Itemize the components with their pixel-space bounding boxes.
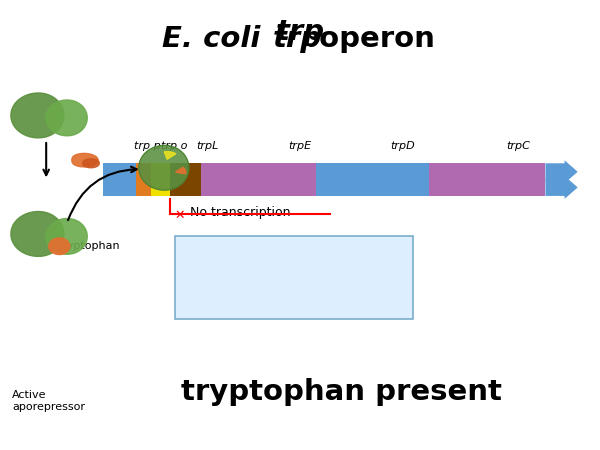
Bar — [429, 163, 545, 180]
Text: trpL: trpL — [196, 141, 218, 151]
Bar — [201, 179, 316, 196]
Bar — [170, 179, 201, 196]
Text: Tryptophan–aporepressor
complex binds to the operator
and represses transcriptio: Tryptophan–aporepressor complex binds to… — [185, 244, 364, 291]
Bar — [319, 163, 426, 180]
Bar — [103, 163, 136, 180]
Bar — [426, 163, 429, 180]
Polygon shape — [164, 152, 176, 159]
FancyArrow shape — [545, 176, 578, 199]
Text: trp: trp — [275, 18, 325, 46]
Bar — [136, 163, 151, 180]
Text: operon: operon — [309, 25, 435, 53]
Bar — [136, 179, 151, 196]
Text: trp: trp — [273, 25, 322, 53]
Polygon shape — [11, 212, 64, 256]
Bar — [429, 179, 545, 196]
Text: ✕: ✕ — [174, 209, 185, 222]
Text: trpC: trpC — [506, 141, 530, 151]
Bar — [426, 179, 429, 196]
Text: Tryptophan: Tryptophan — [56, 241, 119, 251]
Text: No transcription: No transcription — [190, 206, 290, 219]
Polygon shape — [176, 167, 186, 174]
Text: tryptophan present: tryptophan present — [181, 378, 502, 406]
Polygon shape — [11, 93, 64, 138]
Text: E. coli: E. coli — [162, 25, 271, 53]
Bar — [170, 163, 201, 180]
Text: trpD: trpD — [391, 141, 415, 151]
Polygon shape — [83, 159, 100, 168]
Bar — [319, 179, 426, 196]
FancyBboxPatch shape — [175, 236, 413, 319]
FancyArrow shape — [545, 160, 578, 183]
Bar — [103, 179, 136, 196]
Polygon shape — [139, 145, 189, 190]
Bar — [201, 163, 316, 180]
Polygon shape — [46, 219, 87, 254]
Bar — [151, 163, 170, 180]
Polygon shape — [49, 238, 70, 255]
Bar — [316, 179, 319, 196]
Text: trp o: trp o — [161, 141, 188, 151]
Polygon shape — [46, 100, 87, 136]
Bar — [151, 179, 170, 196]
Bar — [316, 163, 319, 180]
Text: Active
aporepressor: Active aporepressor — [12, 391, 85, 412]
Text: trpE: trpE — [289, 141, 311, 151]
Text: trp p: trp p — [134, 141, 161, 151]
Polygon shape — [72, 153, 98, 167]
